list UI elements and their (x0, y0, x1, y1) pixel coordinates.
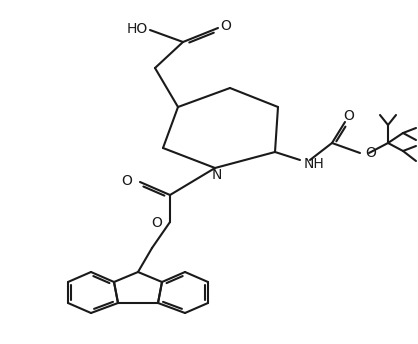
Text: O: O (121, 174, 132, 188)
Text: N: N (212, 168, 222, 182)
Text: O: O (365, 146, 376, 160)
Text: O: O (344, 109, 354, 123)
Text: HO: HO (126, 22, 148, 36)
Text: NH: NH (304, 157, 325, 171)
Text: O: O (151, 216, 162, 230)
Text: O: O (221, 19, 232, 33)
